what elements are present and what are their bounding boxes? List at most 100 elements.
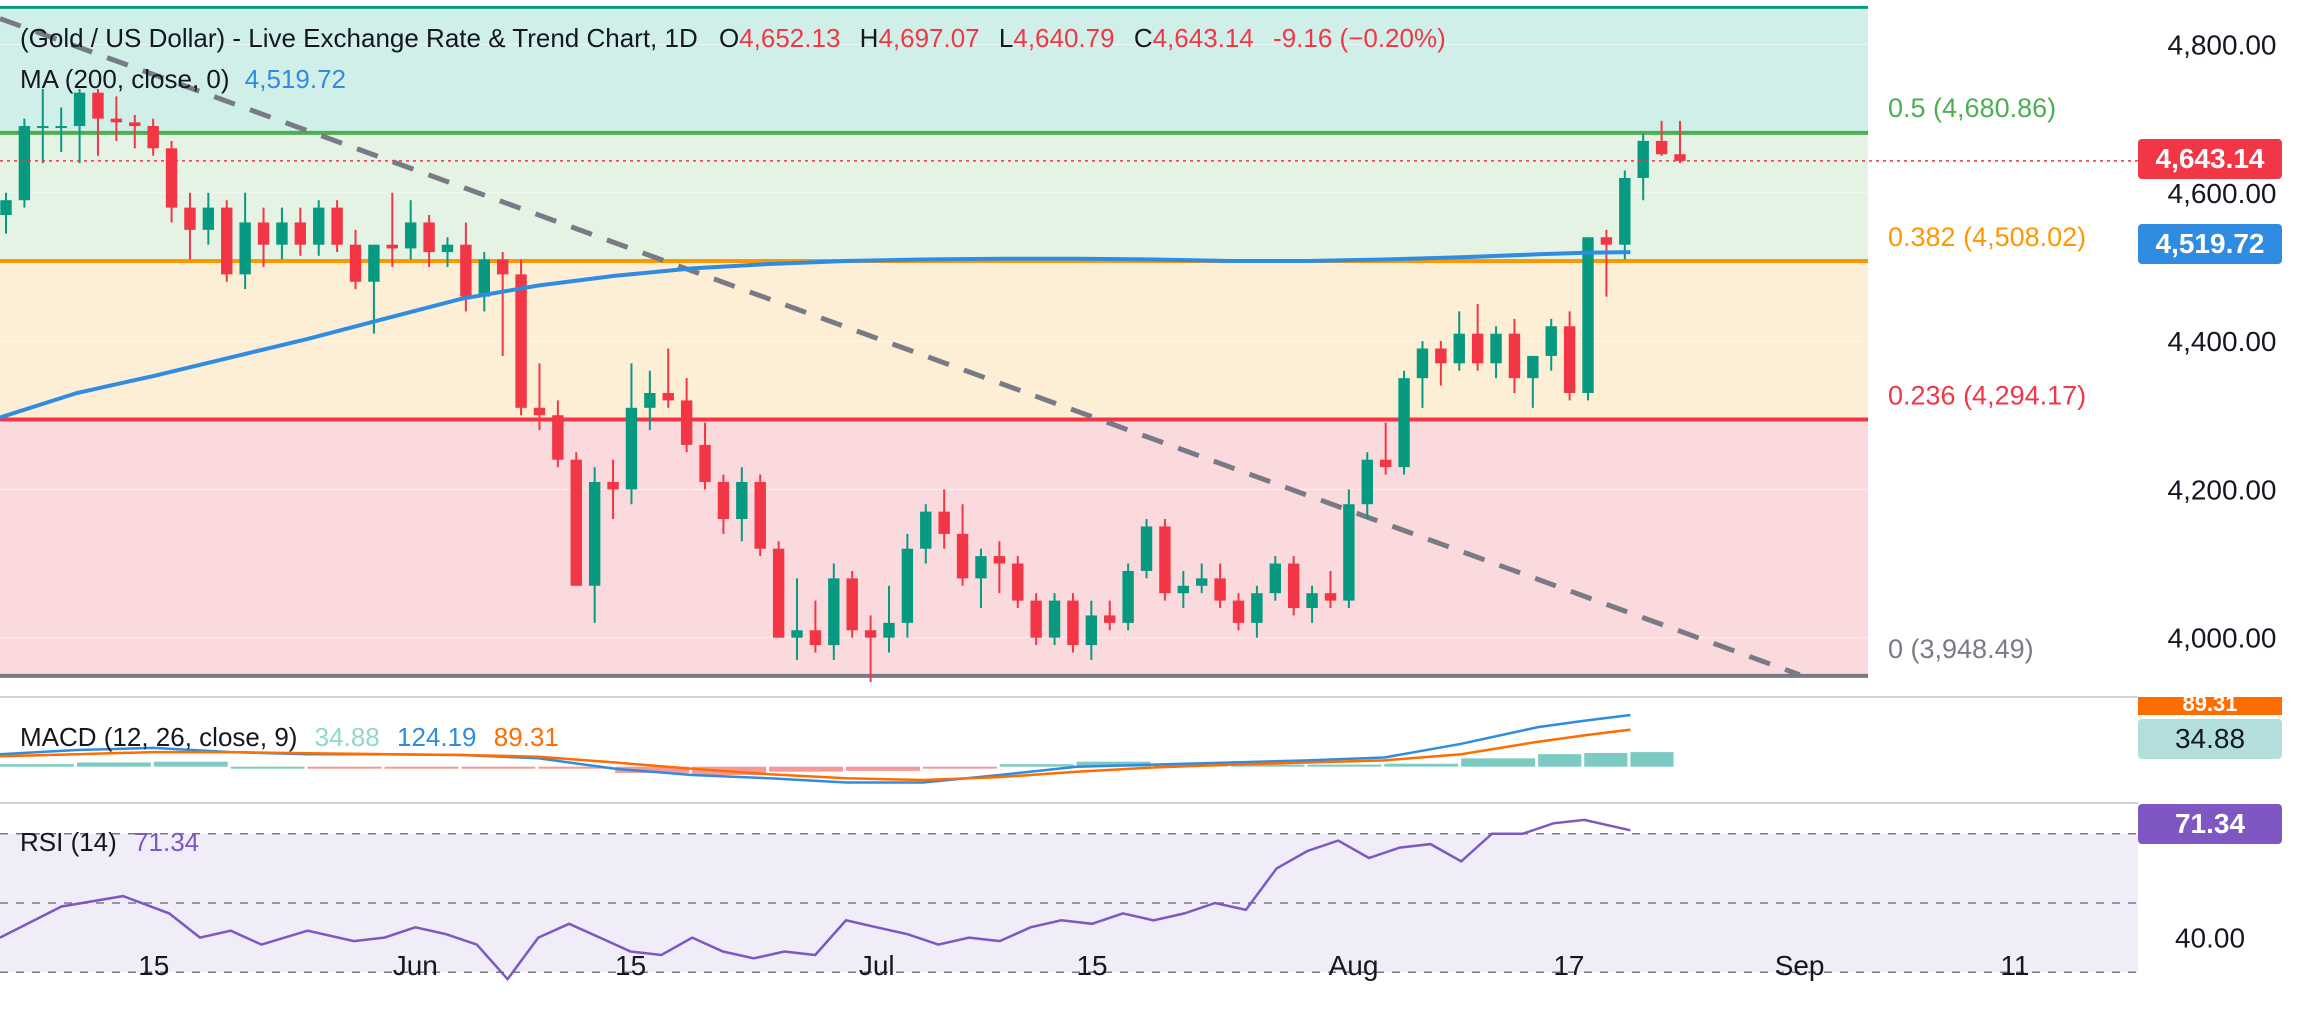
- candle-65: [1196, 563, 1208, 594]
- candle-body: [1379, 459, 1392, 468]
- candle-body: [828, 578, 840, 646]
- candle-78: [1435, 341, 1447, 386]
- macd-hist-bar-3: [230, 766, 305, 769]
- candle-81: [1490, 326, 1502, 379]
- candle-67: [1232, 593, 1245, 631]
- candle-body: [772, 548, 785, 638]
- candle-49: [901, 533, 914, 638]
- candle-body: [276, 222, 288, 245]
- macd-signal-line: [0, 728, 1631, 782]
- candle-body: [221, 207, 233, 275]
- candle-7: [129, 114, 141, 149]
- candle-27: [496, 252, 509, 356]
- trendline: [0, 16, 1801, 678]
- candle-89: [1637, 133, 1649, 201]
- macd-hist-bar-0: [0, 764, 74, 767]
- macd-hist-bar-1: [76, 762, 151, 767]
- candle-body: [1287, 563, 1300, 609]
- candle-body: [423, 222, 435, 253]
- macd-hist-bar-14: [1076, 761, 1151, 767]
- candle-75: [1379, 422, 1392, 475]
- rsi-value-tag: [2138, 804, 2282, 844]
- ma-value-tag-label: 4,519.72: [2156, 228, 2265, 259]
- candle-42: [772, 541, 785, 638]
- candle-47: [864, 615, 877, 683]
- candle-14: [257, 207, 270, 267]
- candle-body: [1637, 140, 1649, 178]
- high-key: H: [860, 23, 879, 53]
- candle-86: [1582, 237, 1594, 401]
- price-tick-3: 4,200.00: [2168, 474, 2277, 505]
- macd-hist-bar-17: [1307, 764, 1382, 767]
- candle-64: [1177, 570, 1190, 609]
- macd-hist-bar-6: [461, 766, 536, 769]
- candle-body: [1177, 585, 1190, 594]
- candle-body: [129, 122, 141, 127]
- candle-48: [883, 585, 895, 653]
- candle-36: [662, 348, 674, 408]
- candle-body: [1085, 615, 1098, 646]
- candle-body: [257, 222, 270, 245]
- candle-body: [1048, 600, 1061, 638]
- candle-body: [1361, 459, 1373, 505]
- candle-body: [1343, 504, 1355, 601]
- candle-body: [552, 415, 564, 460]
- time-axis: 15 Jun 15 Jul 15 Aug 17 Sep 11: [138, 950, 2029, 981]
- price-axis: 4,800.00 4,600.00 4,400.00 4,200.00 4,000.00: [2168, 29, 2277, 653]
- candle-body: [460, 244, 472, 297]
- candle-70: [1287, 556, 1300, 616]
- candle-68: [1251, 585, 1263, 638]
- candle-29: [533, 363, 546, 431]
- macd-line-value: 124.19: [397, 722, 477, 752]
- candle-61: [1122, 563, 1134, 631]
- candle-5: [92, 88, 104, 156]
- candle-body: [680, 400, 693, 445]
- macd-hist-bar-7: [538, 766, 613, 769]
- candle-30: [552, 400, 564, 468]
- fib-zone-1: [0, 132, 1868, 261]
- candle-53: [975, 548, 987, 609]
- candle-60: [1104, 600, 1116, 631]
- candle-body: [956, 533, 969, 579]
- candle-34: [625, 363, 638, 505]
- candle-body: [294, 222, 307, 245]
- macd-signal-tag: [2138, 697, 2282, 715]
- candle-body: [736, 481, 748, 520]
- candle-body: [349, 244, 362, 282]
- fib-label-1: 0.382 (4,508.02): [1888, 222, 2086, 252]
- candle-16: [294, 207, 307, 256]
- candle-21: [386, 192, 399, 267]
- candle-57: [1048, 593, 1061, 646]
- candle-76: [1398, 370, 1410, 475]
- candle-body: [809, 630, 822, 646]
- candle-body: [73, 92, 86, 127]
- candle-74: [1361, 452, 1373, 520]
- candle-19: [349, 229, 362, 290]
- candle-body: [37, 126, 49, 129]
- candle-body: [920, 511, 932, 549]
- candle-body: [1159, 526, 1171, 594]
- candle-body: [699, 444, 711, 482]
- candle-body: [1508, 333, 1521, 379]
- candle-body: [588, 481, 601, 586]
- macd-hist-bar-11: [845, 766, 920, 771]
- candle-body: [607, 481, 619, 490]
- ma-legend: MA (200, close, 0) 4,519.72: [20, 64, 346, 94]
- candle-body: [846, 578, 858, 631]
- candle-body: [570, 459, 582, 586]
- ma-legend-value: 4,519.72: [245, 64, 346, 94]
- candle-54: [993, 541, 1006, 594]
- candle-1: [18, 118, 31, 208]
- candle-body: [1269, 563, 1281, 594]
- rsi-value-tag-label: 71.34: [2175, 808, 2245, 839]
- candle-body: [1453, 333, 1465, 364]
- candle-4: [73, 88, 86, 164]
- candle-13: [239, 192, 251, 290]
- candle-62: [1140, 519, 1153, 579]
- candle-body: [1196, 578, 1208, 586]
- candle-body: [938, 511, 950, 534]
- candle-body: [441, 244, 454, 253]
- candle-69: [1269, 556, 1281, 601]
- candle-80: [1471, 304, 1484, 371]
